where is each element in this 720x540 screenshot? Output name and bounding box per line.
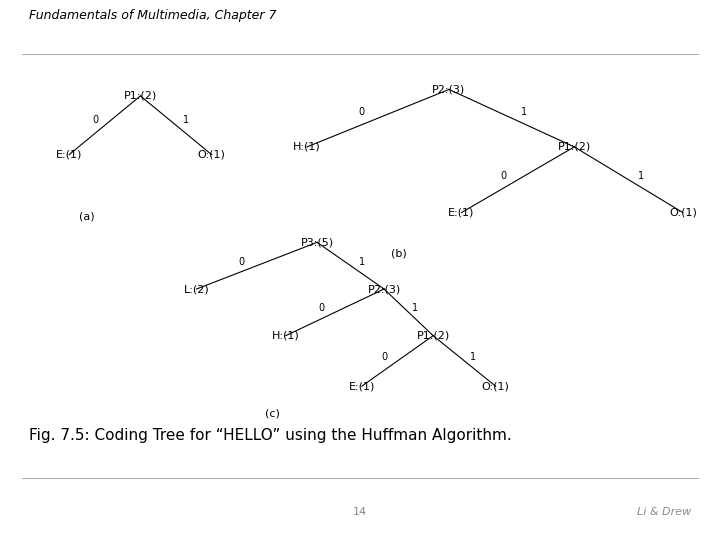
Text: Li & Drew: Li & Drew: [637, 507, 691, 517]
Text: P1:(2): P1:(2): [417, 330, 450, 341]
Text: 1: 1: [413, 303, 418, 313]
Text: O:(1): O:(1): [482, 381, 510, 391]
Text: E:(1): E:(1): [348, 381, 375, 391]
Text: (c): (c): [265, 408, 280, 418]
Text: P3:(5): P3:(5): [300, 238, 333, 247]
Text: P1:(2): P1:(2): [558, 142, 591, 152]
Text: E:(1): E:(1): [56, 150, 82, 160]
Text: P2:(3): P2:(3): [367, 284, 400, 294]
Text: E:(1): E:(1): [449, 207, 474, 218]
Text: 1: 1: [470, 352, 477, 362]
Text: L:(2): L:(2): [184, 284, 210, 294]
Text: (a): (a): [78, 212, 94, 222]
Text: 0: 0: [359, 107, 364, 117]
Text: O:(1): O:(1): [669, 207, 697, 218]
Text: 1: 1: [638, 171, 644, 180]
Text: Fig. 7.5: Coding Tree for “HELLO” using the Huffman Algorithm.: Fig. 7.5: Coding Tree for “HELLO” using …: [29, 429, 511, 443]
Text: 0: 0: [238, 257, 244, 267]
Text: H:(1): H:(1): [293, 142, 321, 152]
Text: 14: 14: [353, 507, 367, 517]
Text: H:(1): H:(1): [272, 330, 300, 341]
Text: 0: 0: [381, 352, 387, 362]
Text: O:(1): O:(1): [198, 150, 225, 160]
Text: P2:(3): P2:(3): [433, 84, 466, 94]
Text: 1: 1: [359, 257, 365, 267]
Text: 0: 0: [92, 115, 98, 125]
Text: P1:(2): P1:(2): [124, 91, 157, 101]
Text: (b): (b): [391, 248, 407, 259]
Text: 0: 0: [318, 303, 325, 313]
Text: 1: 1: [183, 115, 189, 125]
Text: 0: 0: [500, 171, 506, 180]
Text: 1: 1: [521, 107, 527, 117]
Text: Fundamentals of Multimedia, Chapter 7: Fundamentals of Multimedia, Chapter 7: [29, 9, 276, 22]
